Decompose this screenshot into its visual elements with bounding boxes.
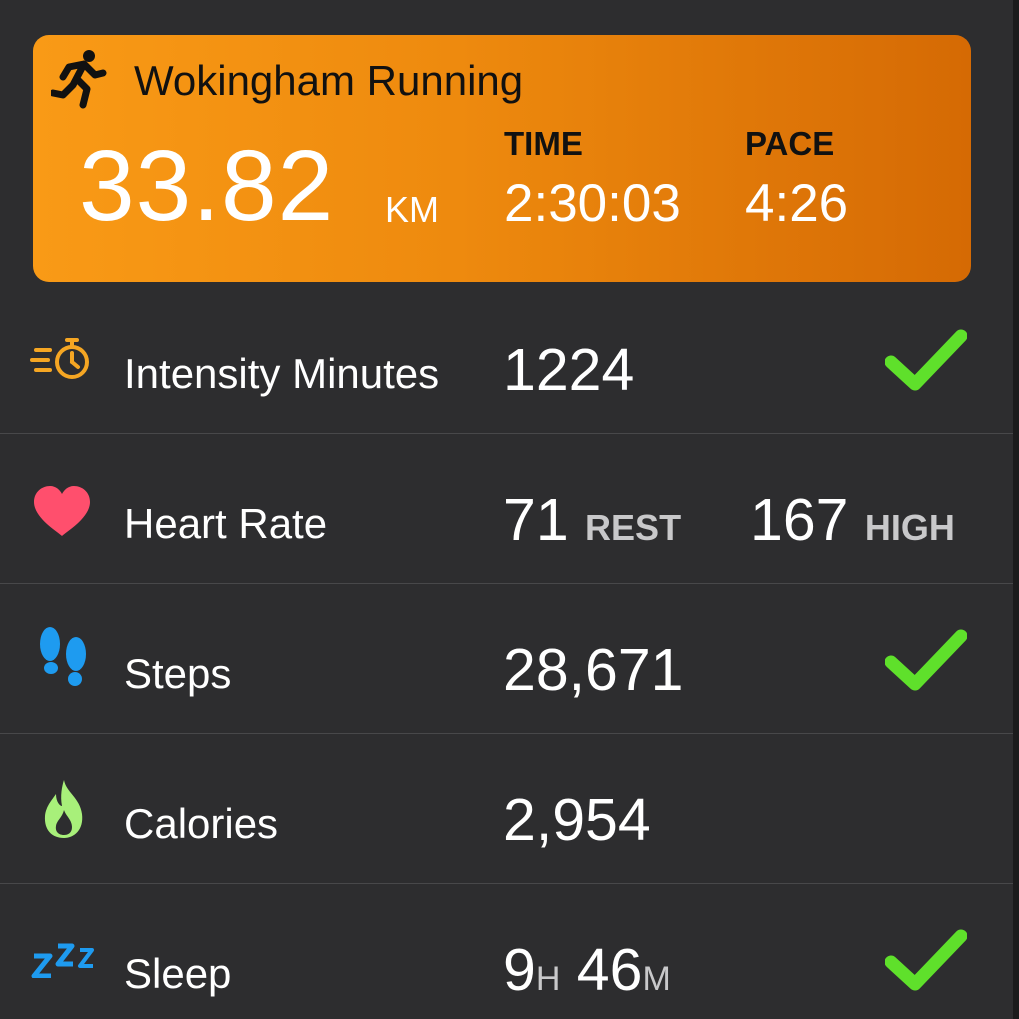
distance-unit: KM xyxy=(385,189,439,230)
zzz-icon xyxy=(31,943,94,978)
distance-value: 33.82 xyxy=(79,130,335,242)
heart-icon xyxy=(34,486,90,536)
sleep-row[interactable]: Sleep 9H 46M xyxy=(0,884,1013,1019)
heart-rate-high-value: 167 xyxy=(750,487,849,553)
stopwatch-icon xyxy=(30,338,89,379)
intensity-minutes-label: Intensity Minutes xyxy=(124,350,440,397)
steps-row[interactable]: Steps 28,671 xyxy=(0,584,1013,734)
time-label: TIME xyxy=(504,125,583,162)
heart-rate-label: Heart Rate xyxy=(124,500,328,547)
steps-value: 28,671 xyxy=(503,637,684,703)
activity-title: Wokingham Running xyxy=(134,57,524,104)
intensity-minutes-row[interactable]: Intensity Minutes 1224 xyxy=(0,284,1013,434)
running-person-icon xyxy=(51,50,107,109)
footsteps-icon xyxy=(40,627,86,686)
sleep-hours-unit: H xyxy=(535,960,561,998)
heart-rate-rest-unit: REST xyxy=(585,507,682,548)
sleep-hours: 9 xyxy=(503,937,536,1003)
heart-rate-high: 167 HIGH xyxy=(750,486,955,554)
goal-check-icon xyxy=(885,629,967,691)
heart-rate-rest: 71 REST xyxy=(503,486,681,554)
heart-rate-rest-value: 71 xyxy=(503,487,569,553)
pace-value: 4:26 xyxy=(745,174,849,233)
sleep-minutes: 46 xyxy=(576,937,643,1003)
sleep-value: 9H 46M xyxy=(503,936,671,1004)
heart-rate-row[interactable]: Heart Rate 71 REST 167 HIGH xyxy=(0,434,1013,584)
calories-label: Calories xyxy=(124,800,279,847)
pace-label: PACE xyxy=(745,125,835,162)
calories-row[interactable]: Calories 2,954 xyxy=(0,734,1013,884)
sleep-label: Sleep xyxy=(124,950,232,997)
steps-label: Steps xyxy=(124,650,232,697)
screen-edge xyxy=(1013,0,1019,1019)
goal-check-icon xyxy=(885,929,967,991)
sleep-minutes-unit: M xyxy=(642,960,671,998)
goal-check-icon xyxy=(885,329,967,391)
calories-value: 2,954 xyxy=(503,787,651,853)
heart-rate-high-unit: HIGH xyxy=(864,507,955,548)
activity-card[interactable]: Wokingham Running 33.82 KM TIME 2:30:03 … xyxy=(33,35,971,282)
time-value: 2:30:03 xyxy=(504,174,681,233)
flame-icon xyxy=(44,780,83,838)
intensity-minutes-value: 1224 xyxy=(503,337,635,403)
